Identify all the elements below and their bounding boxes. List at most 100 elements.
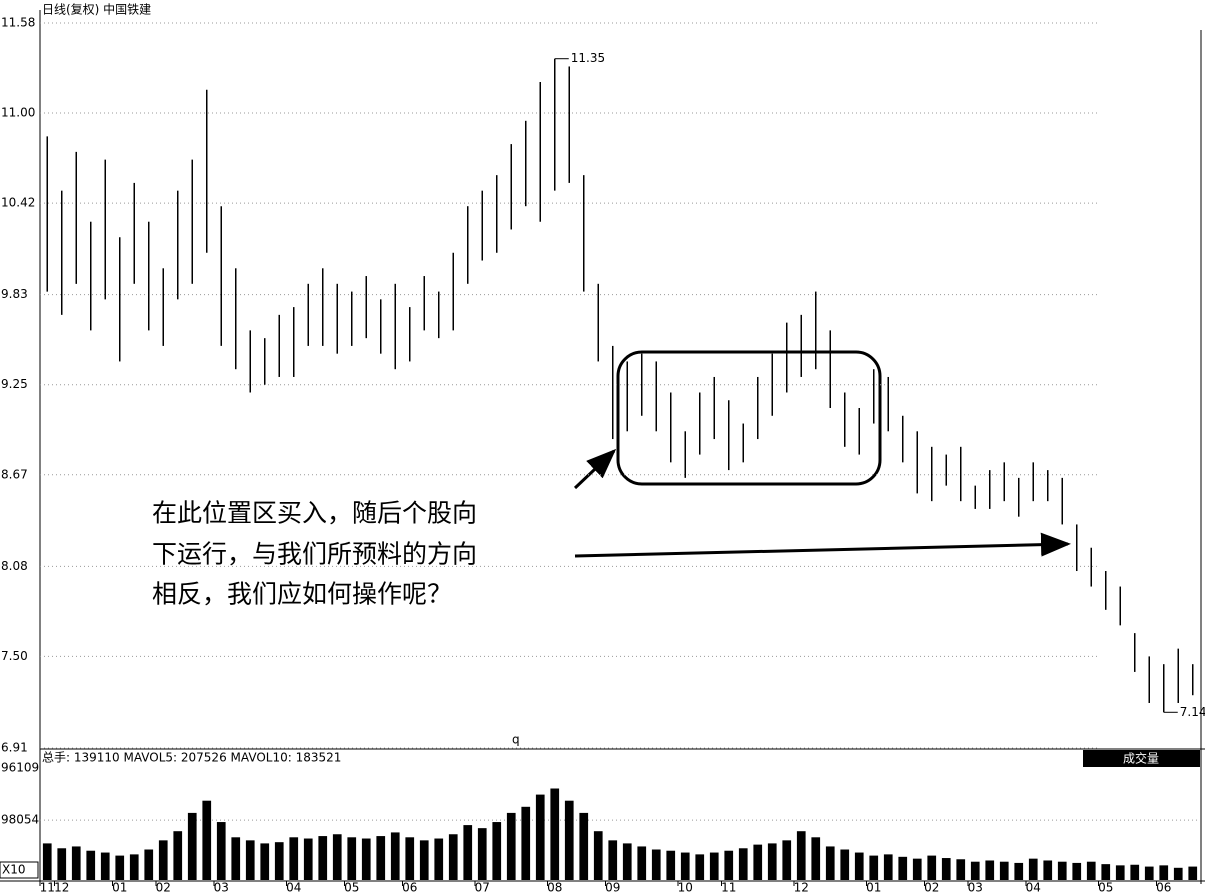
volume-bar <box>1144 866 1154 880</box>
y-tick-label: 8.67 <box>1 467 28 481</box>
volume-bar <box>477 828 487 880</box>
volume-bar <box>521 806 531 880</box>
volume-top-label: 96109 <box>1 761 39 775</box>
volume-bar <box>231 837 241 880</box>
x-tick-label: 12 <box>54 881 69 895</box>
volume-bar <box>216 822 226 880</box>
volume-bar <box>260 843 270 880</box>
volume-bar <box>941 858 951 880</box>
y-tick-label: 11.00 <box>1 106 35 120</box>
annotation: 相反，我们应如何操作呢？ <box>152 580 452 609</box>
volume-bar <box>564 800 574 880</box>
volume-bar <box>970 861 980 880</box>
x-tick-label: 02 <box>156 881 171 895</box>
volume-bar <box>912 858 922 880</box>
annotation: 下运行，与我们所预料的方向 <box>152 540 477 569</box>
volume-bar <box>405 837 415 880</box>
y-tick-label: 10.42 <box>1 196 35 210</box>
volume-bar <box>999 861 1009 880</box>
volume-bar <box>535 794 545 880</box>
volume-bar <box>318 836 328 880</box>
volume-bar <box>202 800 212 880</box>
volume-bar <box>767 843 777 880</box>
volume-bar <box>187 812 197 880</box>
volume-unit: X10 <box>2 863 26 877</box>
volume-bar <box>680 852 690 880</box>
volume-bar <box>898 856 908 880</box>
x-tick-label: 12 <box>794 881 809 895</box>
volume-bar <box>115 855 125 880</box>
volume-tick-label: 98054 <box>1 813 39 827</box>
x-tick-label: 06 <box>1156 881 1171 895</box>
volume-bar <box>622 843 632 880</box>
volume-bar <box>869 855 879 880</box>
volume-header: 总手: 139110 MAVOL5: 207526 MAVOL10: 18352… <box>42 751 341 765</box>
volume-bar <box>796 831 806 880</box>
volume-bar <box>695 854 705 880</box>
y-tick-label: 7.50 <box>1 649 28 663</box>
volume-bar <box>129 854 139 880</box>
x-tick-label: 05 <box>1098 881 1113 895</box>
x-tick-label: 04 <box>286 881 301 895</box>
volume-bar <box>448 834 458 880</box>
volume-bar <box>1028 858 1038 880</box>
volume-bar <box>1014 862 1024 880</box>
highlight-box <box>616 350 882 486</box>
volume-bar <box>274 842 284 880</box>
volume-bar <box>492 822 502 880</box>
volume-bar <box>956 859 966 880</box>
annotation: 在此位置区买入，随后个股向 <box>152 499 477 528</box>
volume-bar <box>1159 865 1169 880</box>
volume-bar <box>144 849 154 880</box>
volume-button[interactable] <box>1083 750 1200 767</box>
x-tick-label: 10 <box>678 881 693 895</box>
y-tick-label: 8.08 <box>1 559 28 573</box>
volume-bar <box>506 812 516 880</box>
volume-bar <box>42 843 52 880</box>
volume-bar <box>883 854 893 880</box>
volume-bar <box>71 846 81 880</box>
volume-bar <box>753 844 763 880</box>
chart-title: 日线(复权) 中国铁建 <box>42 2 151 17</box>
volume-bar <box>1188 866 1198 880</box>
volume-bar <box>361 838 371 880</box>
y-tick-label: 11.58 <box>1 16 35 30</box>
volume-bar <box>100 852 110 880</box>
x-tick-label: 05 <box>344 881 359 895</box>
x-tick-label: 11 <box>721 881 736 895</box>
volume-bar <box>608 840 618 880</box>
volume-bar <box>840 849 850 880</box>
volume-bar <box>651 849 661 880</box>
volume-bar <box>347 837 357 880</box>
x-tick-label: 06 <box>402 881 417 895</box>
x-tick-label: 09 <box>605 881 620 895</box>
volume-bar <box>579 812 589 880</box>
marker: q <box>512 733 520 747</box>
volume-bar <box>434 838 444 880</box>
volume-bar <box>245 840 255 880</box>
volume-bar <box>463 825 473 880</box>
volume-bar <box>1086 861 1096 880</box>
x-tick-label: 04 <box>1026 881 1041 895</box>
x-tick-label: 03 <box>214 881 229 895</box>
volume-bar <box>854 852 864 880</box>
y-tick-label: 6.91 <box>1 741 28 755</box>
x-tick-label: 03 <box>968 881 983 895</box>
volume-bar <box>811 837 821 880</box>
volume-bar <box>927 855 937 880</box>
volume-bar <box>390 832 400 880</box>
peak-label: 11.35 <box>571 51 605 65</box>
volume-bar <box>57 848 67 880</box>
x-tick-label: 08 <box>547 881 562 895</box>
y-tick-label: 9.25 <box>1 377 28 391</box>
volume-bar <box>637 846 647 880</box>
volume-bar <box>1057 861 1067 880</box>
volume-button-label[interactable]: 成交量 <box>1123 751 1159 766</box>
volume-bar <box>666 850 676 880</box>
unit-box <box>0 861 39 879</box>
volume-bar <box>376 836 386 880</box>
volume-bar <box>738 848 748 880</box>
volume-bar <box>724 850 734 880</box>
volume-bar <box>782 840 792 880</box>
